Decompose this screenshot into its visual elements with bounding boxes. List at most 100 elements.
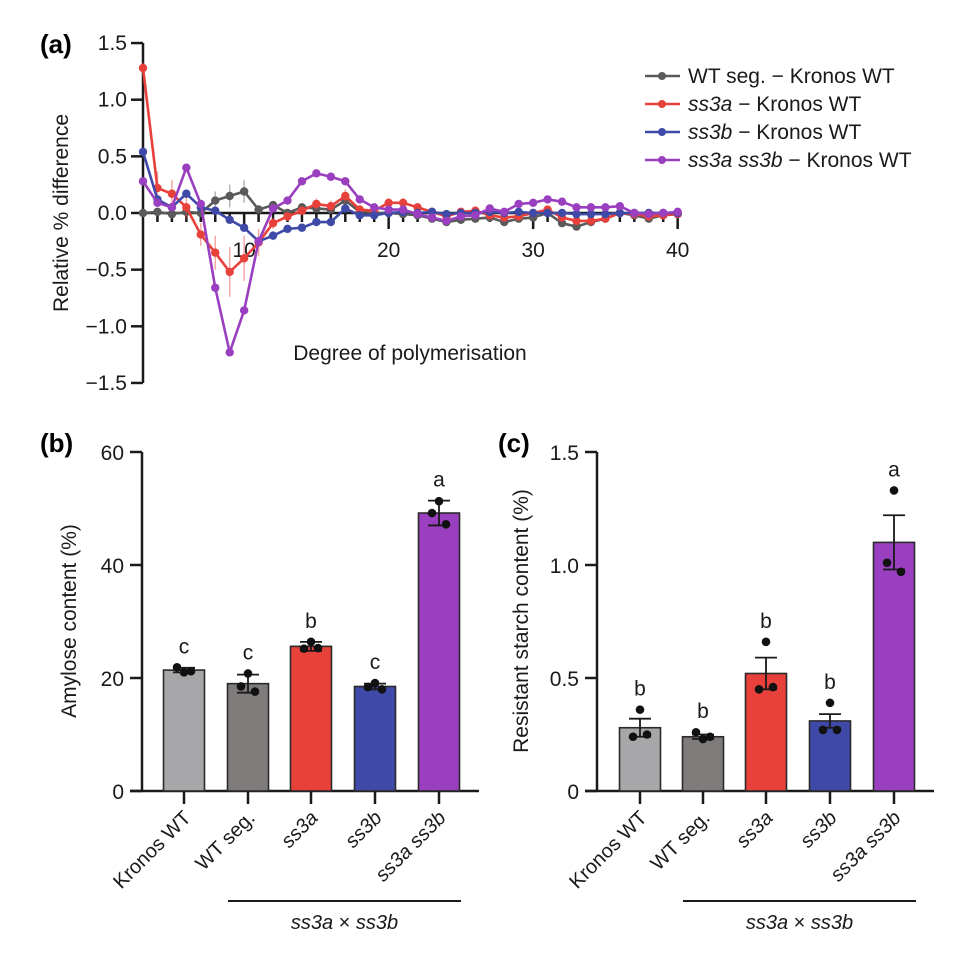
replicate-point xyxy=(832,725,842,735)
panel-a-line-chart: (a) −1.5 −1.0 −0.5 0.0 0.5 1.0 1.5 10 20 30 40 Deg… xyxy=(40,29,912,395)
significance-letter: b xyxy=(824,671,836,694)
legend-marker xyxy=(658,156,666,164)
category-label: ss3b xyxy=(341,807,386,852)
data-point xyxy=(341,177,350,186)
y-tick-label: 0 xyxy=(112,781,124,804)
data-point xyxy=(601,203,610,212)
replicate-point xyxy=(768,682,778,692)
data-point xyxy=(211,283,220,292)
data-point xyxy=(659,208,668,218)
replicate-point xyxy=(754,685,764,694)
x-tick-label: 40 xyxy=(666,239,689,262)
category-label: ss3a xyxy=(277,807,322,852)
legend-entry-label: ss3a − Kronos WT xyxy=(688,93,861,116)
bar xyxy=(681,735,725,792)
data-point xyxy=(225,348,234,357)
legend-rest-part: − Kronos WT xyxy=(732,93,861,116)
bar xyxy=(289,645,333,792)
category-label: WT seg. xyxy=(647,807,715,875)
data-point xyxy=(341,191,350,201)
replicate-point xyxy=(698,734,708,744)
category-label: WT seg. xyxy=(192,807,260,875)
replicate-point xyxy=(642,730,652,739)
data-point xyxy=(153,207,162,217)
replicate-point xyxy=(172,662,182,672)
bar xyxy=(872,541,916,792)
replicate-point xyxy=(313,643,323,653)
legend-entry-label: ss3b − Kronos WT xyxy=(688,121,861,144)
replicate-point xyxy=(377,685,387,694)
group-bracket-label: ss3a × ss3b xyxy=(746,912,853,934)
y-tick-label: 60 xyxy=(101,442,124,465)
bracket-label-b: ss3b xyxy=(811,912,853,934)
bracket-label-times: × xyxy=(788,912,811,934)
data-point xyxy=(427,213,437,222)
data-point xyxy=(586,216,596,226)
bar xyxy=(808,720,852,792)
data-point xyxy=(456,212,466,221)
data-point xyxy=(528,208,538,218)
data-point xyxy=(572,203,581,212)
data-point xyxy=(398,205,408,214)
data-point xyxy=(442,216,451,226)
data-point xyxy=(268,231,278,240)
replicate-point xyxy=(896,567,906,577)
data-point xyxy=(297,177,307,186)
data-point xyxy=(239,306,249,315)
replicate-point xyxy=(370,678,380,688)
replicate-point xyxy=(179,668,189,677)
series-line xyxy=(142,190,678,228)
data-point xyxy=(211,196,220,205)
replicate-point xyxy=(628,732,638,742)
replicate-point xyxy=(441,520,451,529)
data-point xyxy=(312,199,321,209)
data-point xyxy=(514,199,523,209)
series-3 xyxy=(138,163,682,357)
x-tick-label: 30 xyxy=(521,239,544,262)
significance-letter: c xyxy=(179,635,190,658)
y-tick-label: −0.5 xyxy=(86,259,127,282)
data-point xyxy=(471,211,480,220)
replicate-point xyxy=(761,637,771,647)
panel-c-bar-chart: (c) 0 0.5 1.0 1.5 b Kronos WT b WT seg. b ss3a b ss… xyxy=(498,428,934,934)
data-point xyxy=(297,223,307,232)
bar xyxy=(618,726,662,792)
panel-b-y-axis-title: Amylose content (%) xyxy=(58,524,81,718)
data-point xyxy=(326,217,336,227)
data-point xyxy=(211,206,220,215)
significance-letter: b xyxy=(760,610,772,633)
data-point xyxy=(384,198,393,208)
data-point xyxy=(572,209,581,219)
data-point xyxy=(355,195,364,204)
data-point xyxy=(283,212,292,221)
data-point xyxy=(326,202,336,211)
replicate-point xyxy=(825,698,835,708)
replicate-point xyxy=(434,496,444,506)
replicate-point xyxy=(691,727,701,737)
y-tick-label: 40 xyxy=(101,555,124,578)
x-tick-label: 20 xyxy=(377,239,400,262)
data-point xyxy=(312,169,321,178)
data-point xyxy=(167,189,177,198)
bracket-label-b: ss3b xyxy=(356,912,398,934)
replicate-point xyxy=(306,637,316,647)
replicate-point xyxy=(427,508,437,518)
legend-italic-part: ss3a ss3b xyxy=(688,149,783,172)
panel-label-a: (a) xyxy=(40,29,72,59)
legend-marker xyxy=(658,72,666,80)
y-tick-label: 0.5 xyxy=(98,145,127,168)
data-point xyxy=(384,205,393,214)
legend-marker xyxy=(658,128,666,136)
replicate-point xyxy=(243,669,253,678)
data-point xyxy=(615,208,625,218)
data-point xyxy=(543,195,552,204)
data-point xyxy=(413,209,422,219)
data-point xyxy=(673,207,682,217)
bar xyxy=(417,512,461,792)
bar xyxy=(744,672,788,792)
data-point xyxy=(138,208,148,218)
replicate-point xyxy=(250,687,260,696)
y-tick-label: 0 xyxy=(567,781,579,804)
panel-b-bar-chart: (b) 0 20 40 60 c Kronos WT c WT seg. b ss3a c ss3b a… xyxy=(40,428,479,934)
